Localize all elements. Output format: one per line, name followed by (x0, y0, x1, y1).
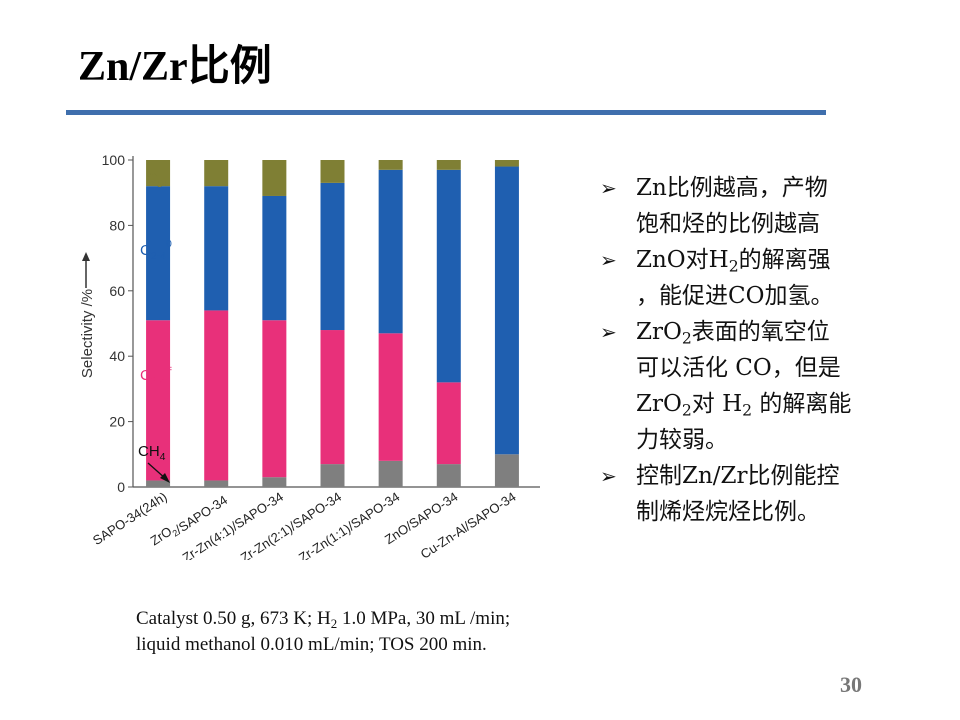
bar-segment (378, 333, 403, 461)
bar-segment (378, 460, 403, 487)
bullet-line: 控制Zn/Zr比例能控 (636, 463, 840, 489)
bar-segment (494, 166, 519, 455)
bullet-line: 制烯烃烷烃比例。 (636, 499, 820, 525)
bullet-line: ZrO2对 H2 的解离能 (636, 391, 852, 420)
bullet-arrow-icon: ➢ (600, 176, 617, 200)
y-axis-label: Selectivity /% (79, 289, 96, 378)
bullet-line: ZnO对H2的解离强 (636, 247, 831, 276)
series-label: C2-40 (140, 238, 172, 262)
bullet-arrow-icon: ➢ (600, 248, 617, 272)
bar-segment (494, 454, 519, 487)
bar-segment (320, 160, 345, 183)
bar-segment (262, 195, 287, 321)
bullet-item: ➢ 控制Zn/Zr比例能控 制烯烃烷烃比例。 (596, 458, 936, 530)
bar-segment (436, 160, 461, 170)
bar-segment (436, 464, 461, 487)
bullet-arrow-icon: ➢ (600, 464, 617, 488)
bullet-list: ➢ Zn比例越高，产物 饱和烃的比例越高 ➢ ZnO对H2的解离强 ，能促进CO加氢。 ➢ Z… (596, 170, 936, 530)
ch4-pointer-head (160, 473, 170, 483)
bar-segment (204, 480, 229, 487)
bar-segment (204, 186, 229, 311)
bar-segment (204, 160, 229, 187)
bar-segment (262, 477, 287, 487)
bar-segment (436, 169, 461, 383)
bullet-arrow-icon: ➢ (600, 320, 617, 344)
bullet-line: 饱和烃的比例越高 (636, 211, 820, 237)
bar-segment (320, 464, 345, 487)
note-line: liquid methanol 0.010 mL/min; TOS 200 mi… (136, 634, 487, 655)
bullet-line: Zn比例越高，产物 (636, 175, 828, 201)
bullet-line: ZrO2表面的氧空位 (636, 319, 830, 348)
series-label: C2-4= (140, 363, 172, 387)
page-number: 30 (840, 672, 862, 697)
bullet-line: ，能促进CO加氢。 (636, 283, 834, 309)
y-tick-label: 100 (102, 152, 126, 168)
note-line: Catalyst 0.50 g, 673 K; H2 1.0 MPa, 30 m… (136, 608, 511, 631)
bar-segment (494, 160, 519, 167)
bar-segment (436, 382, 461, 465)
bullet-item: ➢ ZrO2表面的氧空位 可以活化 CO，但是 ZrO2对 H2 的解离能 力较弱。 (596, 314, 936, 458)
bar-segment (320, 182, 345, 331)
bullet-item: ➢ ZnO对H2的解离强 ，能促进CO加氢。 (596, 242, 936, 314)
bar-segment (378, 169, 403, 334)
x-tick-label: Cu-Zn-Al/SAPO-34 (418, 489, 519, 560)
bar-segment (378, 160, 403, 170)
experiment-conditions-note: Catalyst 0.50 g, 673 K; H2 1.0 MPa, 30 m… (136, 606, 510, 658)
bar-segment (146, 186, 171, 321)
bar-segment (204, 310, 229, 481)
y-tick-label: 40 (109, 348, 125, 364)
bar-segment (146, 160, 171, 187)
bullet-line: 力较弱。 (636, 427, 728, 453)
bar-segment (320, 330, 345, 465)
y-tick-label: 20 (109, 414, 125, 430)
bullet-line: 可以活化 CO，但是 (636, 355, 841, 381)
series-label: CH4 (138, 443, 166, 463)
y-axis-arrow-head (82, 252, 90, 261)
x-tick-label: Zr-Zn(1:1)/SAPO-34 (296, 489, 402, 560)
y-tick-label: 60 (109, 283, 125, 299)
bullet-item: ➢ Zn比例越高，产物 饱和烃的比例越高 (596, 170, 936, 242)
y-tick-label: 0 (117, 479, 125, 495)
bar-segment (262, 320, 287, 478)
series-label: C5+ (146, 170, 169, 190)
bar-segment (262, 160, 287, 196)
bar-segment (146, 320, 171, 481)
bar-segment (146, 480, 171, 487)
title-divider (66, 110, 826, 115)
y-tick-label: 80 (109, 217, 125, 233)
slide-title: Zn/Zr比例 (78, 44, 272, 90)
